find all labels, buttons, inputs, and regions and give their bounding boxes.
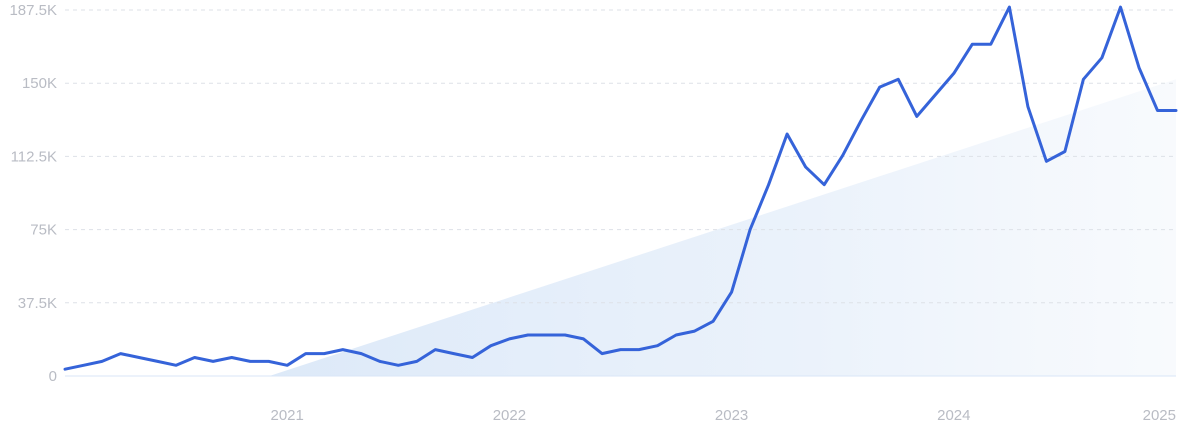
data-point xyxy=(1008,6,1011,9)
data-point xyxy=(804,166,807,169)
x-tick-label: 2025 xyxy=(1143,407,1176,424)
data-point xyxy=(1156,109,1159,112)
data-point xyxy=(1175,109,1178,112)
data-point xyxy=(675,334,678,337)
data-point xyxy=(786,133,789,136)
data-point xyxy=(193,356,196,359)
data-point xyxy=(545,334,548,337)
data-point xyxy=(1119,6,1122,9)
data-point xyxy=(582,337,585,340)
data-point xyxy=(323,352,326,355)
data-point xyxy=(1063,150,1066,153)
data-point xyxy=(249,360,252,363)
data-point xyxy=(230,356,233,359)
data-point xyxy=(860,119,863,122)
data-point xyxy=(508,337,511,340)
y-tick-label: 112.5K xyxy=(11,148,57,165)
data-point xyxy=(138,356,141,359)
data-point xyxy=(434,348,437,351)
data-point xyxy=(1138,66,1141,69)
data-point xyxy=(749,228,752,231)
data-point xyxy=(712,320,715,323)
data-point xyxy=(360,352,363,355)
trend-fill-area xyxy=(269,79,1176,377)
data-point xyxy=(156,360,159,363)
data-point xyxy=(471,356,474,359)
data-point xyxy=(341,348,344,351)
data-point xyxy=(415,360,418,363)
data-point xyxy=(897,78,900,81)
y-tick-label: 0 xyxy=(49,368,57,385)
y-tick-label: 37.5K xyxy=(18,295,57,312)
data-point xyxy=(564,334,567,337)
data-point xyxy=(1082,78,1085,81)
data-point xyxy=(212,360,215,363)
data-point xyxy=(767,183,770,186)
data-point xyxy=(101,360,104,363)
data-point xyxy=(267,360,270,363)
data-point xyxy=(82,364,85,367)
x-tick-label: 2021 xyxy=(271,407,304,424)
data-point xyxy=(397,364,400,367)
data-point xyxy=(1100,56,1103,59)
data-point xyxy=(693,330,696,333)
data-point xyxy=(64,368,67,371)
data-point xyxy=(619,348,622,351)
data-point xyxy=(175,364,178,367)
x-tick-label: 2022 xyxy=(493,407,526,424)
y-tick-label: 187.5K xyxy=(9,2,57,19)
data-point xyxy=(1026,105,1029,108)
data-point xyxy=(638,348,641,351)
data-point xyxy=(304,352,307,355)
data-point xyxy=(656,344,659,347)
data-point xyxy=(601,352,604,355)
data-point xyxy=(878,86,881,89)
x-tick-label: 2024 xyxy=(937,407,970,424)
data-point xyxy=(1045,160,1048,163)
data-point xyxy=(823,183,826,186)
data-point xyxy=(286,364,289,367)
data-point xyxy=(915,115,918,118)
data-point xyxy=(489,344,492,347)
data-point xyxy=(971,43,974,46)
y-tick-label: 75K xyxy=(30,222,57,239)
data-point xyxy=(841,154,844,157)
data-point xyxy=(119,352,122,355)
data-point xyxy=(526,334,529,337)
data-point xyxy=(730,291,733,294)
x-tick-label: 2023 xyxy=(715,407,748,424)
series-line xyxy=(63,5,1178,371)
data-point xyxy=(934,93,937,96)
data-point xyxy=(952,72,955,75)
y-tick-label: 150K xyxy=(22,75,57,92)
data-point xyxy=(378,360,381,363)
data-point xyxy=(452,352,455,355)
data-point xyxy=(989,43,992,46)
